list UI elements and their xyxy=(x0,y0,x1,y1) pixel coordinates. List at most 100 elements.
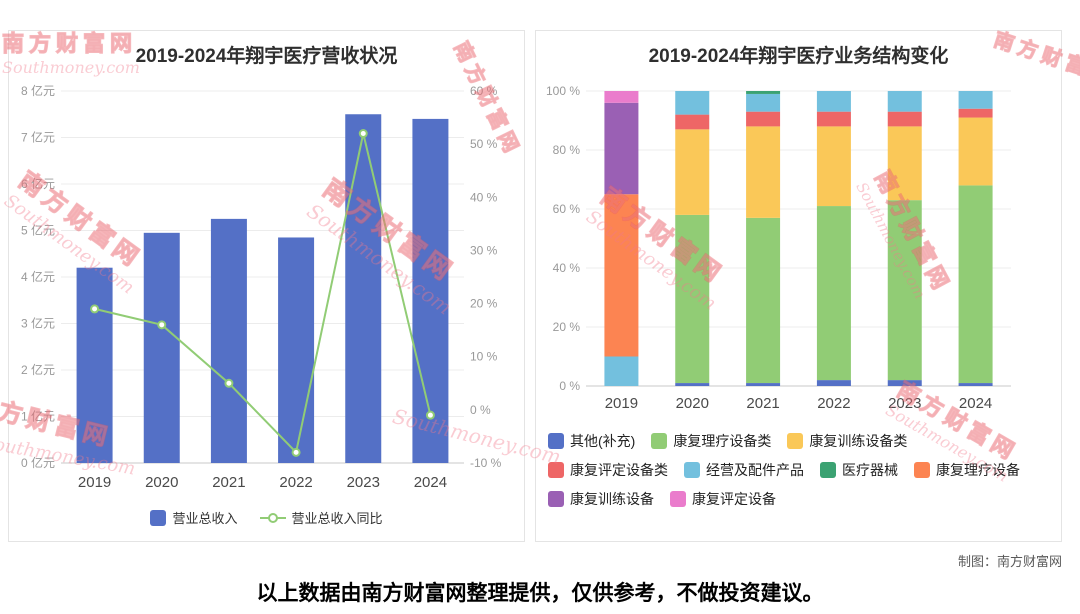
revenue-chart-title: 2019-2024年翔宇医疗营收状况 xyxy=(135,46,398,67)
stack-segment[interactable] xyxy=(746,383,781,386)
stack-segment[interactable] xyxy=(887,91,922,112)
stack-segment[interactable] xyxy=(675,383,710,386)
axis-tick-label: 4 亿元 xyxy=(21,269,55,284)
stack-segment[interactable] xyxy=(746,91,781,94)
stack-segment[interactable] xyxy=(604,91,639,103)
legend-item-4[interactable]: 经营及配件产品 xyxy=(684,460,804,480)
stack-segment[interactable] xyxy=(887,200,922,381)
legend-item-0[interactable]: 其他(补充) xyxy=(548,431,635,451)
structure-chart-canvas: 0 % 20 % 40 % 60 % 80 % 100 % 2019 2020 2021 2022… xyxy=(546,84,1011,412)
legend-marker-square xyxy=(914,462,930,478)
axis-tick-label: -10 % xyxy=(470,456,502,470)
axis-tick-label: 30 % xyxy=(470,243,498,257)
revenue-bar[interactable] xyxy=(345,114,382,463)
stack-segment[interactable] xyxy=(816,126,851,207)
axis-tick-label: 50 % xyxy=(470,137,498,151)
legend-item-8[interactable]: 康复评定设备 xyxy=(670,489,776,509)
legend-item-7[interactable]: 康复训练设备 xyxy=(548,489,654,509)
yoy-point[interactable] xyxy=(224,378,234,388)
axis-tick-label: 2021 xyxy=(746,395,779,412)
stack-segment[interactable] xyxy=(958,91,993,109)
stack-segment[interactable] xyxy=(746,93,781,112)
legend-item-2[interactable]: 康复训练设备类 xyxy=(787,431,907,451)
axis-tick-label: 10 % xyxy=(470,350,498,364)
legend-marker-square xyxy=(548,491,564,507)
legend-marker-square xyxy=(651,433,668,449)
revenue-bar[interactable] xyxy=(76,267,113,463)
axis-tick-label: 80 % xyxy=(553,143,581,157)
axis-tick-label: 1 亿元 xyxy=(21,409,55,424)
stack-segment[interactable] xyxy=(816,380,851,386)
axis-tick-label: 6 亿元 xyxy=(21,176,55,191)
yoy-point[interactable] xyxy=(358,129,368,139)
axis-tick-label: 2019 xyxy=(605,395,638,412)
structure-chart-legend: 其他(补充) 康复理疗设备类 康复训练设备类 康复评定设备类 经营及配件产品 医疗器械 康复… xyxy=(548,431,1020,509)
axis-tick-label: 2023 xyxy=(347,474,380,491)
yoy-point[interactable] xyxy=(90,304,100,314)
axis-tick-label: 2020 xyxy=(145,474,178,491)
legend-marker-square xyxy=(150,509,167,526)
structure-chart-title: 2019-2024年翔宇医疗业务结构变化 xyxy=(648,46,949,67)
legend-item-line[interactable]: 营业总收入同比 xyxy=(259,508,383,527)
stack-segment[interactable] xyxy=(746,126,781,218)
axis-tick-label: 2021 xyxy=(212,474,245,491)
axis-tick-label: 5 亿元 xyxy=(21,223,55,238)
legend-marker-square xyxy=(670,491,686,507)
axis-tick-label: 2020 xyxy=(676,395,709,412)
stack-segment[interactable] xyxy=(675,214,710,384)
yoy-point[interactable] xyxy=(425,410,435,420)
stack-segment[interactable] xyxy=(675,114,710,130)
legend-label: 经营及配件产品 xyxy=(706,462,804,478)
axis-tick-label: 2019 xyxy=(78,474,111,491)
revenue-chart-panel: 2019-2024年翔宇医疗营收状况 0 亿元 1 亿元 2 亿元 3 亿元 4 亿元 5… xyxy=(8,30,525,542)
revenue-bar[interactable] xyxy=(278,237,315,463)
stack-segment[interactable] xyxy=(604,356,639,387)
yoy-line xyxy=(94,133,432,455)
axis-tick-label: 40 % xyxy=(553,261,581,275)
stack-segment[interactable] xyxy=(958,383,993,386)
axis-tick-label: 2022 xyxy=(817,395,850,412)
axis-tick-label: 20 % xyxy=(470,297,498,311)
stack-segment[interactable] xyxy=(887,111,922,127)
revenue-bar[interactable] xyxy=(143,232,180,463)
legend-label: 康复评定设备类 xyxy=(570,462,668,478)
stack-segment[interactable] xyxy=(816,206,851,381)
stack-segment[interactable] xyxy=(816,91,851,112)
legend-item-5[interactable]: 医疗器械 xyxy=(820,460,898,480)
stack-segment[interactable] xyxy=(746,217,781,384)
legend-label: 医疗器械 xyxy=(842,462,898,478)
stack-segment[interactable] xyxy=(604,194,639,357)
yoy-point[interactable] xyxy=(291,447,301,457)
legend-label: 其他(补充) xyxy=(570,433,636,449)
stack-segment[interactable] xyxy=(604,102,639,195)
stack-segment[interactable] xyxy=(887,126,922,201)
revenue-bar[interactable] xyxy=(412,118,449,464)
stack-segment[interactable] xyxy=(958,185,993,384)
axis-tick-label: 20 % xyxy=(553,320,581,334)
revenue-chart-legend: 营业总收入 营业总收入同比 xyxy=(9,508,524,527)
legend-label: 康复评定设备 xyxy=(692,491,776,507)
legend-label: 康复理疗设备类 xyxy=(673,433,772,449)
axis-tick-label: 40 % xyxy=(470,190,498,204)
stack-segment[interactable] xyxy=(887,380,922,386)
axis-tick-label: 8 亿元 xyxy=(21,83,55,98)
legend-item-3[interactable]: 康复评定设备类 xyxy=(548,460,668,480)
axis-tick-label: 2024 xyxy=(414,474,447,491)
stack-segment[interactable] xyxy=(816,111,851,127)
revenue-bar[interactable] xyxy=(210,218,247,463)
stack-segment[interactable] xyxy=(958,117,993,186)
legend-marker-square xyxy=(548,433,564,449)
stack-segment[interactable] xyxy=(958,108,993,118)
legend-row: 其他(补充) 康复理疗设备类 康复训练设备类 xyxy=(548,431,1020,451)
legend-item-1[interactable]: 康复理疗设备类 xyxy=(651,431,771,451)
axis-tick-label: 0 % xyxy=(559,379,580,393)
legend-item-6[interactable]: 康复理疗设备 xyxy=(914,460,1020,480)
yoy-point[interactable] xyxy=(157,320,167,330)
stack-segment[interactable] xyxy=(675,129,710,215)
legend-label: 康复理疗设备 xyxy=(936,462,1020,478)
stack-segment[interactable] xyxy=(746,111,781,127)
legend-marker-square xyxy=(787,433,804,449)
stack-segment[interactable] xyxy=(675,91,710,115)
legend-item-bar[interactable]: 营业总收入 xyxy=(150,508,238,527)
axis-tick-label: 2022 xyxy=(279,474,312,491)
